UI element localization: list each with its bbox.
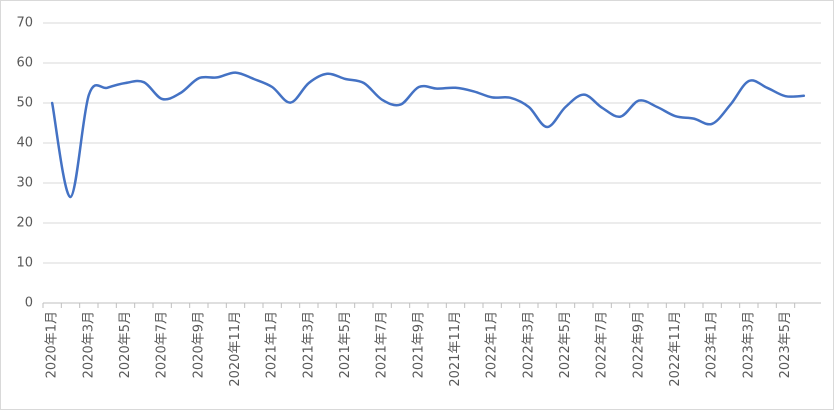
x-tick-label: 2020年7月 [155,311,170,378]
line-series [50,71,806,199]
x-tick-label: 2021年3月 [301,311,316,378]
x-tick-label: 2021年1月 [265,311,280,378]
y-tick-label: 10 [16,256,33,271]
y-tick-label: 30 [16,176,33,191]
y-tick-label: 40 [16,136,33,151]
x-tick-label: 2020年3月 [81,311,96,378]
y-tick-label: 50 [16,96,33,111]
x-tick-label: 2022年9月 [631,311,646,378]
x-tick-label: 2023年3月 [741,311,756,378]
y-tick-label: 70 [16,16,33,31]
x-tick-label: 2023年5月 [778,311,793,378]
x-tick-label: 2020年5月 [118,311,133,378]
x-tick-label: 2022年7月 [595,311,610,378]
x-tick-label: 2022年11月 [668,311,683,387]
y-tick-label: 0 [25,296,33,311]
x-tick-label: 2022年3月 [521,311,536,378]
x-tick-label: 2023年1月 [705,311,720,378]
x-tick-label: 2020年11月 [228,311,243,387]
x-tick-label: 2020年1月 [45,311,60,378]
x-tick-label: 2022年5月 [558,311,573,378]
x-tick-label: 2021年7月 [375,311,390,378]
x-tick-label: 2020年9月 [191,311,206,378]
y-tick-label: 20 [16,216,33,231]
x-tick-label: 2021年9月 [411,311,426,378]
x-tick-label: 2021年5月 [338,311,353,378]
x-tick-label: 2021年11月 [448,311,463,387]
x-tick-label: 2022年1月 [485,311,500,378]
y-tick-label: 60 [16,56,33,71]
